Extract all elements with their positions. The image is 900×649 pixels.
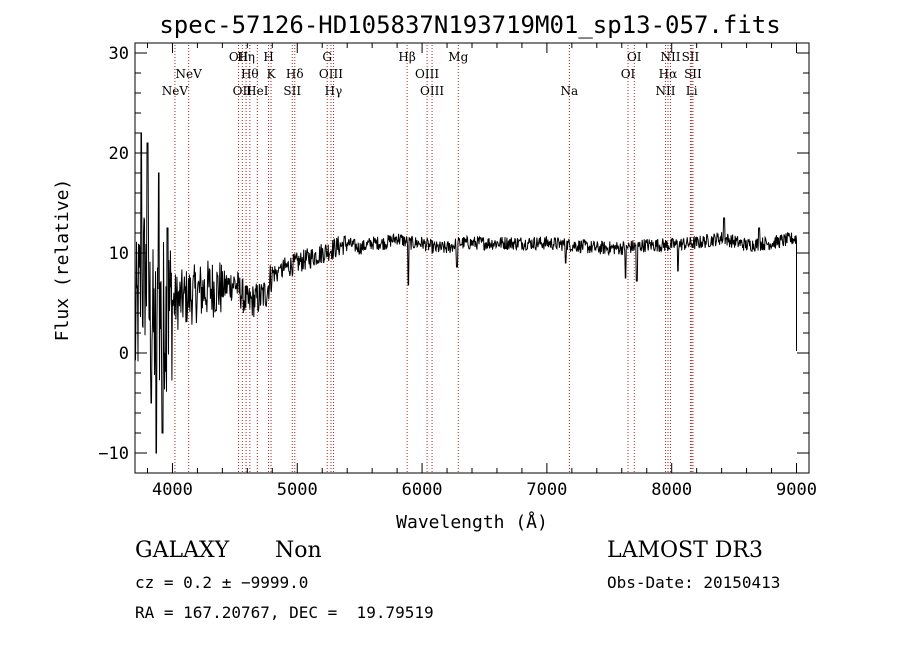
- line-label: SII: [283, 84, 301, 98]
- line-label: Hη: [237, 50, 255, 64]
- plot-frame: [134, 42, 810, 474]
- object-subclass: Non: [275, 538, 322, 563]
- x-tick-label: 7000: [526, 480, 567, 500]
- x-axis-ticks: 4000 5000 6000 7000 8000 9000: [146, 43, 817, 500]
- line-label: Hγ: [325, 84, 343, 98]
- chart-title: spec-57126-HD105837N193719M01_sp13-057.f…: [159, 11, 780, 39]
- y-tick-label: 30: [109, 44, 129, 64]
- line-label: Hδ: [286, 67, 304, 81]
- line-label: OIII: [319, 67, 343, 81]
- line-label: Li: [686, 84, 698, 98]
- line-label: OII: [229, 50, 249, 64]
- survey-name: LAMOST DR3: [607, 538, 763, 563]
- line-label: OI: [621, 67, 636, 81]
- observation-date: Obs-Date: 20150413: [607, 573, 781, 592]
- line-label: HeI: [246, 84, 269, 98]
- coordinates: RA = 167.20767, DEC = 19.79519: [135, 603, 434, 622]
- object-class: GALAXY: [135, 538, 230, 563]
- line-label: OI: [627, 50, 642, 64]
- line-label: NII: [655, 84, 675, 98]
- line-label: Hβ: [398, 50, 415, 64]
- line-label: OII: [233, 84, 253, 98]
- y-tick-label: 10: [109, 244, 129, 264]
- spectral-line-labels: NeVNeVOIIOIIHηHθHeIHKSIIHδGOIIIHγHβOIIIO…: [162, 50, 702, 98]
- line-label: SII: [682, 50, 700, 64]
- x-tick-label: 5000: [277, 480, 318, 500]
- line-label: Hα: [659, 67, 678, 81]
- line-label: NII: [660, 50, 680, 64]
- spectrum-line: [134, 132, 797, 454]
- y-axis-label: Flux (relative): [52, 179, 73, 342]
- x-tick-label: 8000: [651, 480, 692, 500]
- line-label: NeV: [162, 84, 189, 98]
- line-label: H: [263, 50, 273, 64]
- y-tick-label: 20: [109, 144, 129, 164]
- line-label: OIII: [415, 67, 439, 81]
- x-tick-label: 9000: [776, 480, 817, 500]
- y-tick-label: −10: [98, 444, 129, 464]
- y-tick-label: 0: [119, 344, 129, 364]
- x-tick-label: 6000: [402, 480, 443, 500]
- redshift-value: cz = 0.2 ± −9999.0: [135, 573, 309, 592]
- line-label: NeV: [176, 67, 203, 81]
- x-tick-label: 4000: [152, 480, 193, 500]
- line-label: Hθ: [241, 67, 259, 81]
- line-label: SII: [684, 67, 702, 81]
- spectral-line-markers: [174, 45, 694, 473]
- x-axis-label: Wavelength (Å): [396, 511, 548, 533]
- y-axis-ticks: −10 0 10 20 30: [98, 44, 809, 464]
- line-label: Mg: [448, 50, 468, 64]
- line-label: OIII: [420, 84, 444, 98]
- line-label: G: [322, 50, 332, 64]
- line-label: Na: [561, 84, 579, 98]
- line-label: K: [267, 67, 277, 81]
